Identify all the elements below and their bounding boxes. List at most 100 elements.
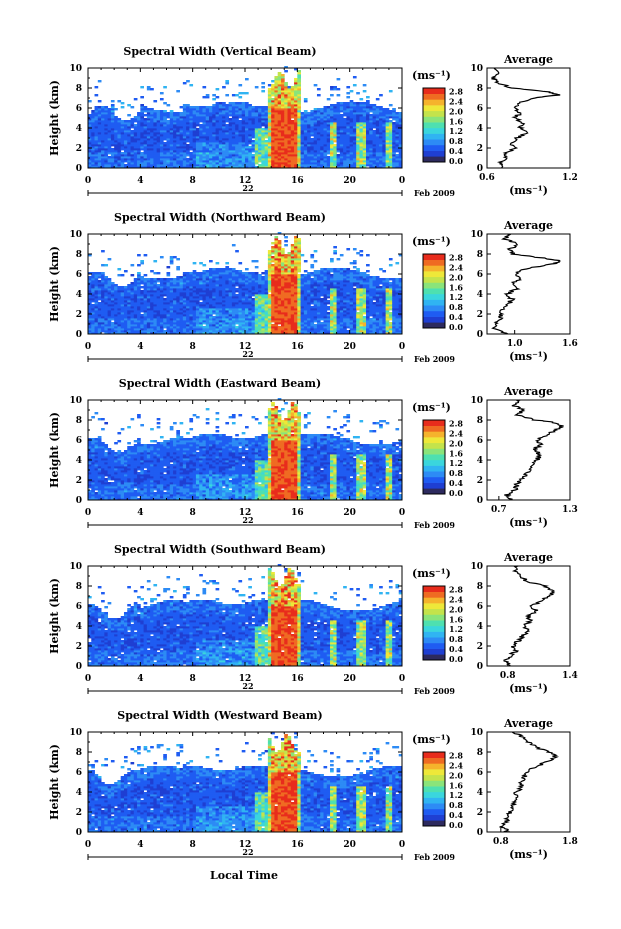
heatmap-cell [110,162,115,165]
heatmap-cell [274,116,279,119]
heatmap-cell [209,110,213,113]
heatmap-cell [222,130,226,133]
heatmap-cell [159,158,164,161]
heatmap-cell [303,126,308,129]
heatmap-cell [202,106,207,109]
heatmap-cell [316,150,321,153]
heatmap-cell [140,118,145,121]
heatmap-cell [143,274,148,277]
avg-y-tick-label: 8 [477,84,483,94]
heatmap-cell [359,106,364,109]
heatmap-cell [333,108,337,111]
heatmap-cell [307,162,311,165]
heatmap-cell [290,138,295,141]
heatmap-cell [159,136,164,139]
heatmap-cell [159,140,164,143]
heatmap-cell [379,154,383,157]
heatmap-cell [186,114,190,117]
heatmap-cell [274,128,279,131]
heatmap-cell [133,126,138,129]
heatmap-cell [297,164,302,167]
heatmap-cell [352,142,357,145]
heatmap-cell [395,116,400,119]
heatmap-cell [104,332,109,335]
heatmap-cell [222,138,226,141]
heatmap-cell [277,150,282,153]
heatmap-cell [146,140,151,143]
heatmap-cell [101,146,105,149]
heatmap-cell [222,146,226,149]
heatmap-cell [101,112,105,115]
heatmap-cell [287,152,292,155]
heatmap-cell [392,138,396,141]
heatmap-cell [192,270,197,273]
heatmap-cell [362,90,367,93]
heatmap-cell [362,130,367,133]
heatmap-cell [388,104,393,107]
heatmap-cell [264,128,269,131]
heatmap-cell [356,162,360,165]
heatmap-cell [274,108,279,111]
heatmap-cell [359,140,364,143]
heatmap-cell [346,118,351,121]
heatmap-cell [238,150,243,153]
heatmap-cell [349,164,354,167]
heatmap-cell [88,314,92,317]
heatmap-cell [159,154,164,157]
heatmap-cell [284,156,288,159]
heatmap-cell [261,152,266,155]
heatmap-cell [179,126,184,129]
heatmap-cell [274,150,279,153]
heatmap-cell [369,106,373,109]
heatmap-cell [238,138,243,141]
heatmap-cell [356,138,360,141]
heatmap-cell [362,124,367,127]
heatmap-cell [330,154,334,157]
heatmap-cell [186,148,190,151]
heatmap-cell [195,122,200,125]
heatmap-cell [352,114,357,117]
heatmap-cell [297,140,302,143]
heatmap-cell [372,154,377,157]
heatmap-cell [163,138,167,141]
heatmap-cell [205,156,210,159]
heatmap-cell [287,134,292,137]
heatmap-cell [310,126,315,129]
heatmap-cell [159,114,164,117]
heatmap-cell [287,142,292,145]
heatmap-cell [127,114,131,117]
heatmap-cell [137,146,141,149]
heatmap-cell [385,134,390,137]
heatmap-cell [179,128,184,131]
heatmap-cell [294,164,298,167]
heatmap-cell [215,146,220,149]
heatmap-cell [133,162,138,165]
heatmap-cell [202,124,207,127]
heatmap-cell [258,128,262,131]
heatmap-cell [186,160,190,163]
heatmap-cell [127,152,131,155]
heatmap-cell [169,156,174,159]
heatmap-cell [169,138,174,141]
heatmap-cell [379,120,383,123]
heatmap-cell [385,146,390,149]
heatmap-cell [215,158,220,161]
heatmap-cell [137,162,141,165]
heatmap-cell [88,144,92,147]
heatmap-cell [205,96,210,99]
heatmap-cell [372,138,377,141]
heatmap-cell [271,98,275,101]
heatmap-cell [150,166,154,169]
heatmap-cell [352,112,357,115]
heatmap-cell [241,146,246,149]
heatmap-cell [274,98,279,101]
heatmap-cell [94,154,99,157]
heatmap-cell [271,112,275,115]
heatmap-cell [159,112,164,115]
heatmap-cell [101,286,105,289]
heatmap-cell [375,140,380,143]
heatmap-cell [290,120,295,123]
heatmap-cell [300,152,305,155]
heatmap-cell [97,312,102,315]
heatmap-cell [205,110,210,113]
